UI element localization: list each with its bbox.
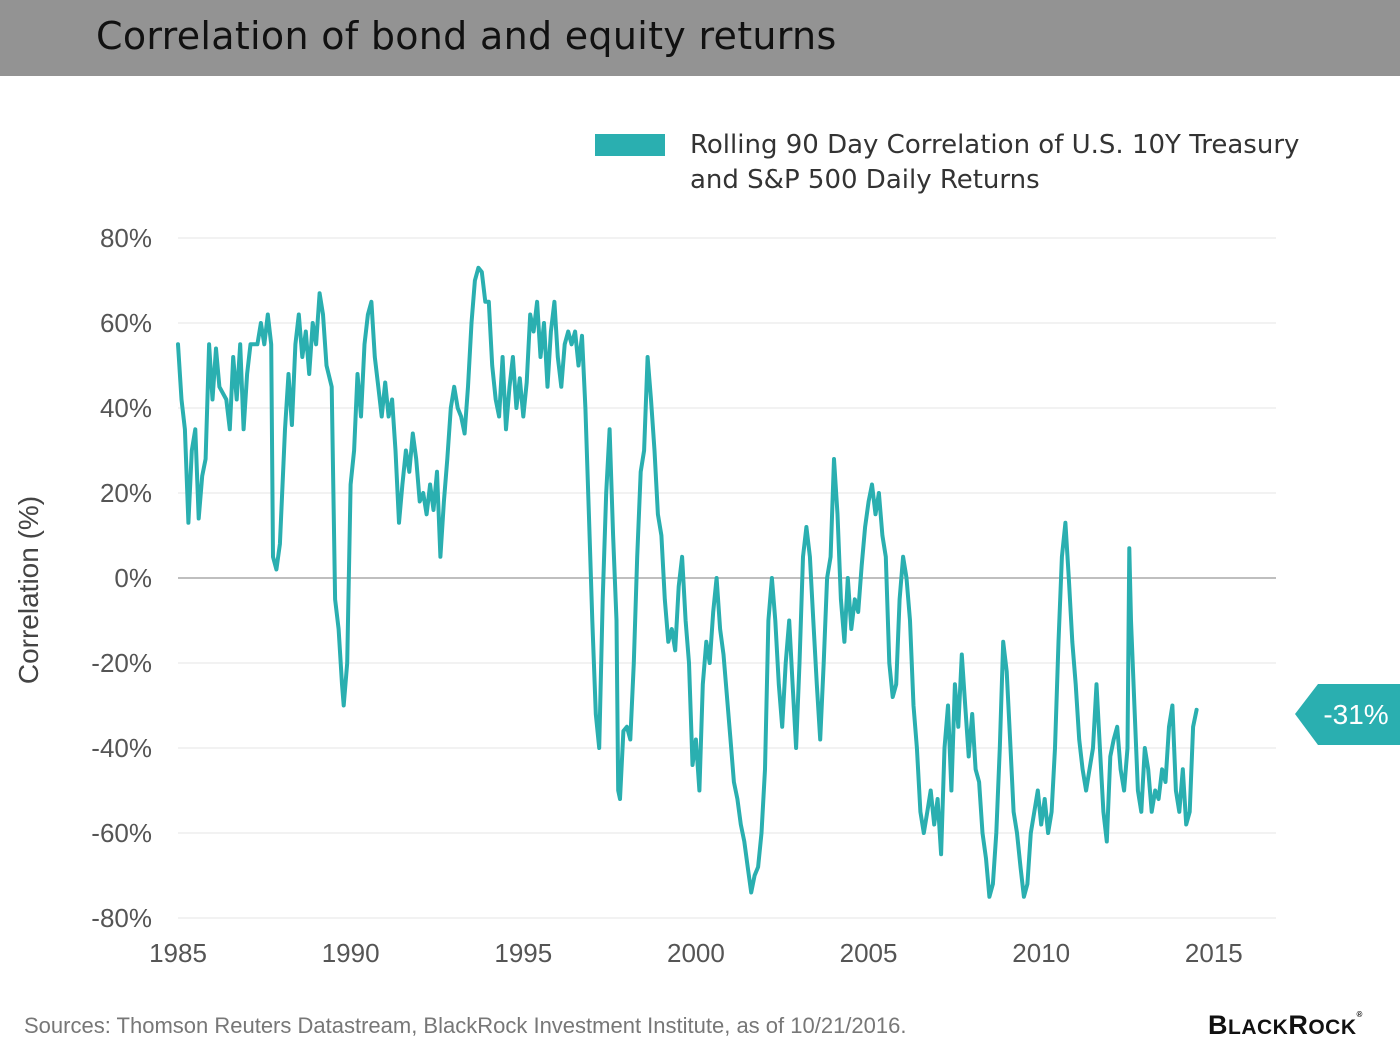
legend-label: Rolling 90 Day Correlation of U.S. 10Y T… <box>690 130 1300 195</box>
y-axis-ticks: 80% 60% 40% 20% 0% -20% -40% -60% -80% <box>91 223 152 933</box>
chart-title: Correlation of bond and equity returns <box>96 14 837 58</box>
y-tick-label: 0% <box>114 563 152 593</box>
x-tick-label: 1995 <box>494 938 552 968</box>
x-tick-label: 2000 <box>667 938 725 968</box>
blackrock-logo: BLACKROCK® <box>1208 1010 1363 1040</box>
y-tick-label: -60% <box>91 818 152 848</box>
x-tick-label: 1985 <box>149 938 207 968</box>
callout-shape <box>1295 684 1400 745</box>
callout-label: -31% <box>1323 699 1388 730</box>
y-tick-label: -20% <box>91 648 152 678</box>
legend-swatch <box>595 134 665 156</box>
end-value-callout: -31% <box>1295 684 1400 745</box>
y-axis-label: Correlation (%) <box>13 496 44 684</box>
x-axis-ticks: 1985 1990 1995 2000 2005 2010 2015 <box>149 938 1243 968</box>
x-tick-label: 2015 <box>1185 938 1243 968</box>
y-tick-label: 60% <box>100 308 152 338</box>
x-tick-label: 2010 <box>1012 938 1070 968</box>
y-tick-label: 80% <box>100 223 152 253</box>
series-line <box>176 265 1199 899</box>
source-note: Sources: Thomson Reuters Datastream, Bla… <box>24 1013 907 1038</box>
x-tick-label: 2005 <box>840 938 898 968</box>
y-tick-label: 20% <box>100 478 152 508</box>
grid-lines <box>178 237 1276 919</box>
title-bar: Correlation of bond and equity returns <box>0 0 1400 76</box>
y-tick-label: -80% <box>91 903 152 933</box>
x-tick-label: 1990 <box>322 938 380 968</box>
y-tick-label: -40% <box>91 733 152 763</box>
y-tick-label: 40% <box>100 393 152 423</box>
